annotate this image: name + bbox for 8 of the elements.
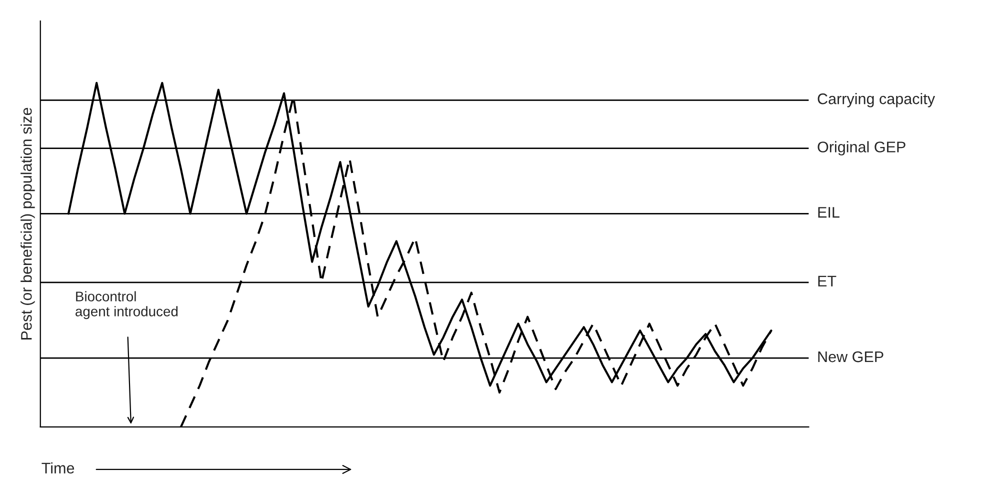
ref-line-label: EIL xyxy=(818,207,840,218)
x-axis-title: Time xyxy=(42,462,74,474)
y-axis-title: Pest (or beneficial) population size xyxy=(20,108,35,340)
ref-line-label: New GEP xyxy=(818,351,884,362)
ref-line-label: ET xyxy=(818,276,836,286)
ref-line-label: Original GEP xyxy=(818,141,906,156)
annotation: Biocontrol agent introduced xyxy=(76,291,178,320)
ref-line-label: Carrying capacity xyxy=(818,93,936,108)
